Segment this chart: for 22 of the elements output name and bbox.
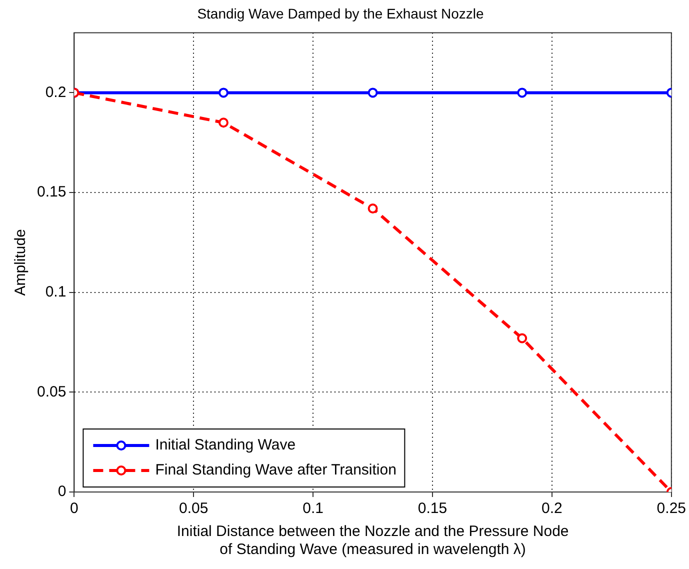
- point: [517, 88, 528, 98]
- x-tick-label: 0.2: [542, 500, 562, 518]
- y-tick-label: 0.15: [36, 184, 66, 201]
- x-axis-title: Initial Distance between the Nozzle and the Pressure Node of Standing Wave (measured in wavelength λ): [176, 523, 569, 558]
- x-tick-label: 0.1: [302, 500, 324, 518]
- point: [218, 88, 228, 98]
- point: [368, 88, 378, 98]
- x-tick-label: 0.05: [179, 500, 208, 518]
- legend-label: Initial Standing Wave: [155, 436, 296, 454]
- legend-label: Final Standing Wave after Transition: [155, 462, 396, 479]
- chart-title: Standig Wave Damped by the Exhaust Nozzle: [197, 5, 484, 22]
- x-tick-label: 0.15: [418, 500, 448, 518]
- y-tick-label: 0.2: [45, 84, 66, 101]
- y-axis-title: Amplitude: [12, 229, 30, 296]
- point: [517, 333, 528, 344]
- y-tick-label: 0.1: [45, 283, 66, 300]
- point: [368, 203, 378, 214]
- x-tick-label: 0: [70, 500, 78, 518]
- point: [218, 118, 228, 128]
- x-tick-label: 0.25: [656, 500, 686, 518]
- y-tick-label: 0.05: [36, 383, 66, 400]
- y-tick-label: 0: [58, 483, 66, 500]
